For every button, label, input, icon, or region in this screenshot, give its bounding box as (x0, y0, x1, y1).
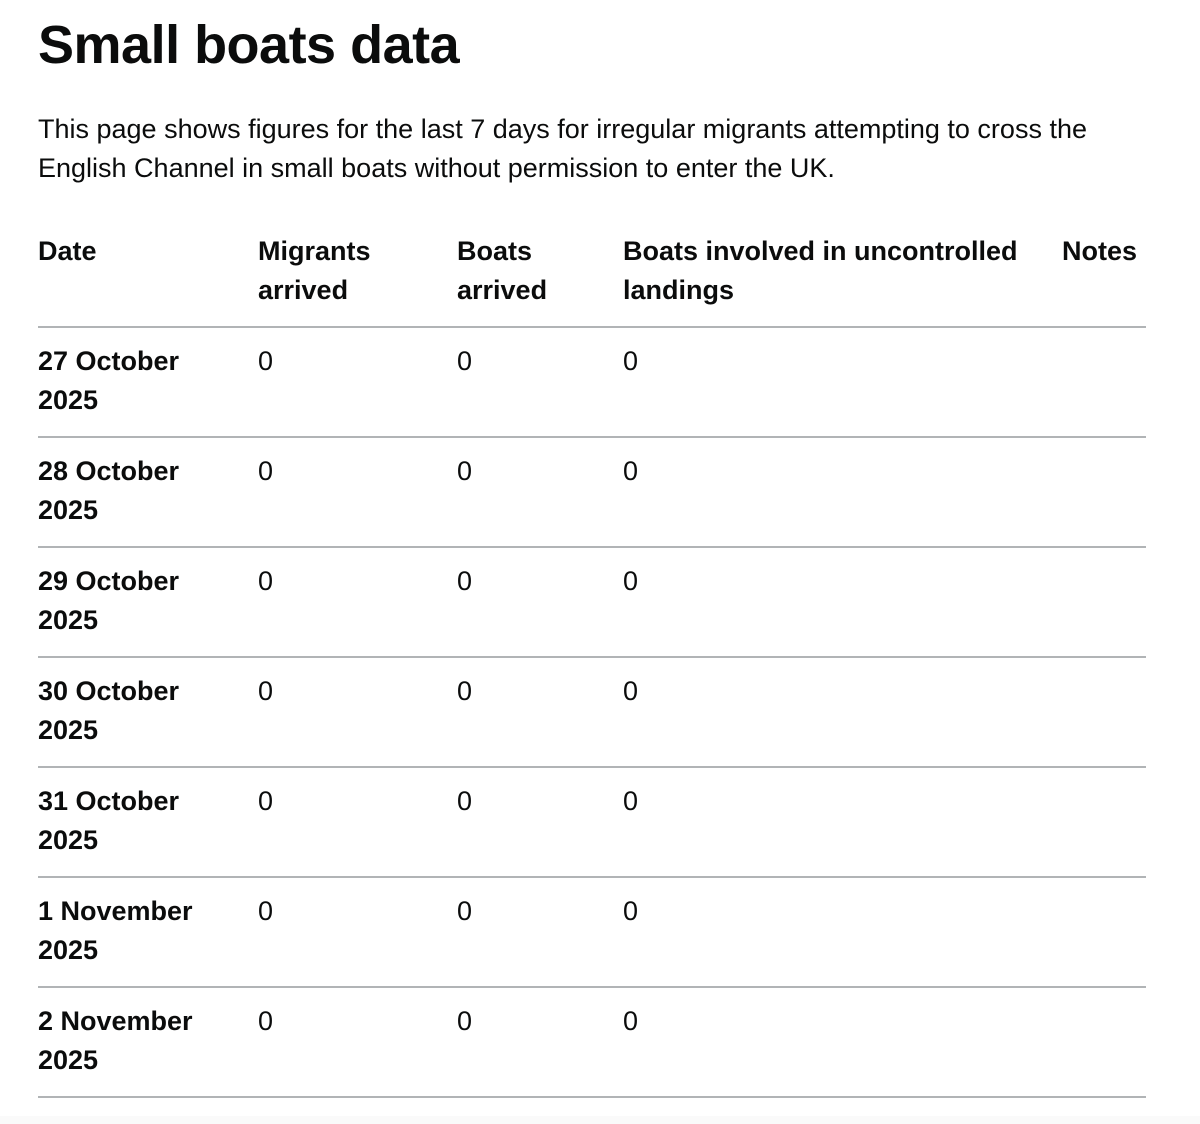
boats-arrived-cell: 0 (457, 437, 623, 549)
column-header-date: Date (38, 232, 258, 329)
uncontrolled-landings-cell: 0 (623, 987, 1062, 1099)
migrants-arrived-cell: 0 (258, 327, 457, 439)
table-row: 2 November 2025 0 0 0 (38, 987, 1146, 1099)
date-cell: 2 November 2025 (38, 987, 258, 1099)
table-row: 30 October 2025 0 0 0 (38, 657, 1146, 769)
table-row: 27 October 2025 0 0 0 (38, 327, 1146, 439)
intro-paragraph: This page shows figures for the last 7 d… (38, 114, 1087, 184)
boats-arrived-cell: 0 (457, 547, 623, 659)
uncontrolled-landings-cell: 0 (623, 877, 1062, 989)
boats-arrived-cell: 0 (457, 767, 623, 879)
table-row: 1 November 2025 0 0 0 (38, 877, 1146, 989)
footer-strip (0, 1116, 1200, 1124)
uncontrolled-landings-cell: 0 (623, 657, 1062, 769)
notes-cell (1062, 327, 1146, 439)
notes-cell (1062, 657, 1146, 769)
page-title: Small boats data (38, 15, 460, 75)
notes-cell (1062, 767, 1146, 879)
column-header-boats-arrived: Boats arrived (457, 232, 623, 329)
uncontrolled-landings-cell: 0 (623, 767, 1062, 879)
table-row: 29 October 2025 0 0 0 (38, 547, 1146, 659)
boats-arrived-cell: 0 (457, 877, 623, 989)
table-header-row: Date Migrants arrived Boats arrived Boat… (38, 232, 1146, 329)
migrants-arrived-cell: 0 (258, 547, 457, 659)
date-cell: 28 October 2025 (38, 437, 258, 549)
migrants-arrived-cell: 0 (258, 657, 457, 769)
uncontrolled-landings-cell: 0 (623, 327, 1062, 439)
boats-arrived-cell: 0 (457, 327, 623, 439)
date-cell: 29 October 2025 (38, 547, 258, 659)
table-row: 28 October 2025 0 0 0 (38, 437, 1146, 549)
boats-arrived-cell: 0 (457, 987, 623, 1099)
notes-cell (1062, 437, 1146, 549)
uncontrolled-landings-cell: 0 (623, 547, 1062, 659)
migrants-arrived-cell: 0 (258, 877, 457, 989)
date-cell: 1 November 2025 (38, 877, 258, 989)
notes-cell (1062, 877, 1146, 989)
small-boats-table: Date Migrants arrived Boats arrived Boat… (38, 232, 1146, 1099)
date-cell: 31 October 2025 (38, 767, 258, 879)
notes-cell (1062, 547, 1146, 659)
uncontrolled-landings-cell: 0 (623, 437, 1062, 549)
column-header-migrants-arrived: Migrants arrived (258, 232, 457, 329)
boats-arrived-cell: 0 (457, 657, 623, 769)
notes-cell (1062, 987, 1146, 1099)
date-cell: 27 October 2025 (38, 327, 258, 439)
date-cell: 30 October 2025 (38, 657, 258, 769)
table-row: 31 October 2025 0 0 0 (38, 767, 1146, 879)
main-content: Small boats data This page shows figures… (38, 15, 1146, 1099)
migrants-arrived-cell: 0 (258, 767, 457, 879)
column-header-notes: Notes (1062, 232, 1146, 329)
column-header-uncontrolled-landings: Boats involved in uncontrolled landings (623, 232, 1062, 329)
migrants-arrived-cell: 0 (258, 437, 457, 549)
migrants-arrived-cell: 0 (258, 987, 457, 1099)
